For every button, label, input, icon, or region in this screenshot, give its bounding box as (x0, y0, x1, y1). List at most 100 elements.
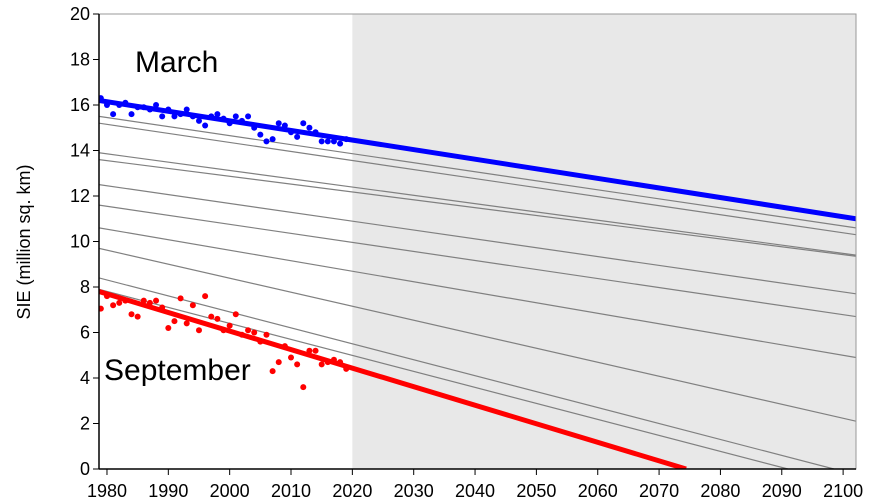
data-point (288, 354, 295, 361)
data-point (318, 138, 325, 145)
data-point (330, 356, 337, 363)
y-tick-label: 2 (80, 414, 90, 434)
y-tick-label: 0 (80, 459, 90, 479)
data-point (189, 113, 196, 120)
data-point (99, 305, 104, 312)
data-point (251, 124, 258, 131)
data-point (312, 129, 319, 136)
data-point (140, 104, 147, 111)
annotation: March (135, 46, 218, 79)
plot-area (99, 95, 856, 469)
y-tick-label: 12 (70, 186, 90, 206)
x-tick-label: 2020 (332, 481, 372, 501)
data-point (300, 384, 307, 391)
data-point (306, 124, 313, 131)
data-point (116, 102, 123, 108)
data-point (103, 102, 110, 108)
data-point (116, 299, 123, 306)
y-tick-label: 4 (80, 368, 90, 388)
x-tick-label: 2010 (271, 481, 311, 501)
y-tick-label: 18 (70, 50, 90, 70)
data-point (257, 338, 264, 345)
trend-line (99, 115, 856, 229)
data-point (146, 299, 153, 306)
data-point (275, 359, 282, 366)
x-tick-label: 2000 (210, 481, 250, 501)
data-point (183, 320, 190, 327)
data-point (122, 297, 129, 304)
data-point (110, 111, 117, 118)
data-point (220, 115, 227, 122)
data-point (226, 120, 233, 127)
data-point (232, 311, 239, 318)
x-tick-label: 2030 (394, 481, 434, 501)
data-point (208, 113, 215, 120)
data-point (214, 315, 221, 322)
data-point (337, 359, 344, 366)
trend-line (99, 184, 856, 295)
data-point (343, 136, 350, 143)
data-point (257, 131, 264, 138)
data-point (128, 311, 135, 318)
data-point (245, 327, 252, 334)
data-point (245, 113, 252, 120)
data-point (171, 318, 178, 325)
x-tick-label: 2060 (578, 481, 618, 501)
data-point (324, 359, 331, 366)
data-point (195, 327, 202, 334)
trend-line (99, 122, 856, 236)
data-point (208, 313, 215, 320)
shaded-region (352, 14, 856, 469)
data-point (134, 313, 141, 320)
data-point (337, 140, 344, 147)
y-tick-label: 16 (70, 95, 90, 115)
trend-line (99, 204, 856, 318)
data-point (214, 111, 221, 118)
data-point (281, 343, 288, 350)
x-tick-label: 2070 (639, 481, 679, 501)
trend-line (99, 277, 835, 469)
data-point (153, 102, 160, 108)
data-point (189, 302, 196, 309)
trend-line (99, 288, 789, 469)
data-point (140, 297, 147, 304)
data-point (281, 122, 288, 129)
data-point (251, 329, 258, 336)
data-point (183, 106, 190, 113)
data-point (171, 113, 178, 120)
data-point (165, 324, 172, 331)
data-point (195, 117, 202, 124)
x-tick-label: 2050 (516, 481, 556, 501)
data-point (312, 347, 319, 354)
data-point (220, 327, 227, 334)
data-point (202, 122, 209, 129)
data-point (263, 138, 270, 145)
data-point (202, 293, 209, 300)
data-point (146, 106, 153, 113)
data-point (165, 106, 172, 113)
trend-line (99, 227, 856, 359)
x-tick-label: 2040 (455, 481, 495, 501)
data-point (103, 293, 110, 300)
x-tick-label: 1980 (87, 481, 127, 501)
data-point (269, 368, 276, 375)
data-point (288, 129, 295, 136)
trend-line (99, 152, 856, 256)
data-point (306, 347, 313, 354)
data-point (294, 361, 301, 368)
x-tick-label: 2100 (823, 481, 863, 501)
data-point (263, 331, 270, 338)
y-tick-label: 20 (70, 4, 90, 24)
data-point (99, 95, 104, 102)
y-axis-label: SIE (million sq. km) (14, 164, 34, 319)
data-point (318, 361, 325, 368)
data-point (238, 117, 245, 124)
data-point (300, 120, 307, 127)
data-point (177, 111, 184, 118)
data-point (134, 104, 141, 111)
y-tick-label: 6 (80, 323, 90, 343)
data-point (110, 302, 117, 309)
y-tick-label: 14 (70, 141, 90, 161)
annotation: September (104, 354, 251, 387)
